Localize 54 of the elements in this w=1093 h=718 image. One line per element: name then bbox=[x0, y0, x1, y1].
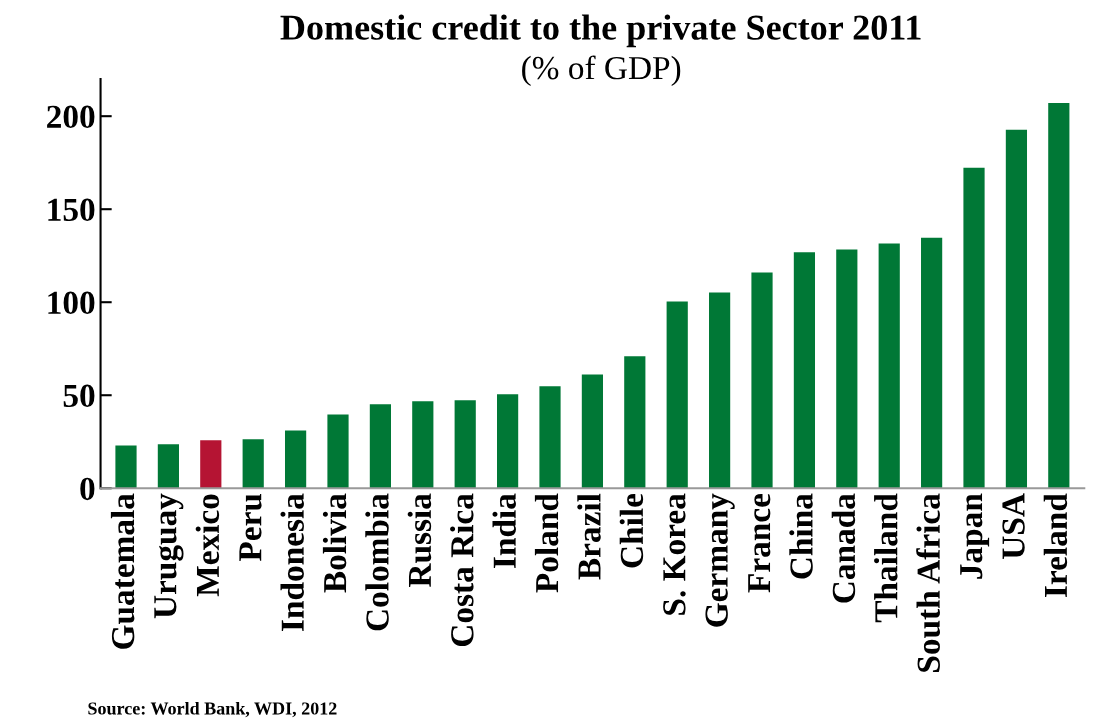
bar bbox=[285, 430, 307, 489]
bar bbox=[963, 167, 985, 489]
x-tick-label: Thailand bbox=[874, 493, 898, 623]
x-tick-label: China bbox=[789, 493, 813, 579]
x-tick-label: S. Korea bbox=[663, 493, 686, 615]
x-tick-label: Bolivia bbox=[322, 493, 347, 593]
bar bbox=[709, 292, 731, 489]
bar bbox=[1005, 129, 1028, 489]
x-tick-label: India bbox=[492, 493, 516, 568]
x-tick-label: Costa Rica bbox=[450, 493, 474, 647]
x-tick-label: France bbox=[748, 493, 771, 593]
x-tick-label: Mexico bbox=[195, 494, 220, 597]
bar bbox=[369, 404, 391, 489]
bar bbox=[666, 301, 688, 489]
x-tick-label: Russia bbox=[407, 493, 432, 588]
bar bbox=[624, 356, 646, 489]
bar bbox=[157, 444, 179, 489]
bar bbox=[921, 237, 943, 489]
x-tick-label: South Africa bbox=[916, 493, 941, 672]
y-tick-label: 50 bbox=[63, 384, 95, 408]
bar bbox=[115, 445, 137, 489]
x-tick-label: Poland bbox=[534, 493, 559, 593]
bar bbox=[1048, 102, 1070, 489]
y-tick-label: 150 bbox=[48, 198, 95, 222]
bar bbox=[751, 272, 773, 489]
bar bbox=[836, 249, 858, 489]
x-tick-label: Guatemala bbox=[110, 493, 135, 649]
y-tick-label: 200 bbox=[47, 105, 95, 129]
y-tick-label: 100 bbox=[48, 291, 95, 315]
x-tick-label: Chile bbox=[619, 493, 644, 568]
x-tick-label: Peru bbox=[239, 493, 262, 562]
x-tick-label: Uruguay bbox=[154, 493, 184, 619]
x-tick-label: Brazil bbox=[577, 493, 601, 580]
bar bbox=[327, 414, 349, 489]
bar bbox=[497, 394, 519, 489]
bar bbox=[539, 386, 561, 489]
chart-title: Domestic credit to the private Sector 2011 bbox=[280, 14, 921, 48]
bar bbox=[878, 243, 900, 489]
y-tick-label: 0 bbox=[80, 477, 95, 501]
bar bbox=[242, 439, 264, 489]
bar bbox=[793, 252, 816, 489]
x-tick-label: Ireland bbox=[1043, 493, 1068, 597]
x-tick-label: Colombia bbox=[365, 493, 389, 631]
bar bbox=[200, 440, 222, 489]
x-tick-label: USA bbox=[1002, 493, 1025, 559]
x-tick-label: Japan bbox=[960, 493, 990, 579]
chart-subtitle: (% of GDP) bbox=[522, 55, 681, 87]
x-tick-label: Indonesia bbox=[280, 493, 304, 631]
bar bbox=[581, 374, 604, 489]
source-note: Source: World Bank, WDI, 2012 bbox=[88, 701, 337, 718]
bar bbox=[412, 401, 434, 489]
x-tick-label: Germany bbox=[705, 493, 735, 627]
bar bbox=[454, 400, 476, 489]
x-tick-label: Canada bbox=[831, 493, 856, 603]
